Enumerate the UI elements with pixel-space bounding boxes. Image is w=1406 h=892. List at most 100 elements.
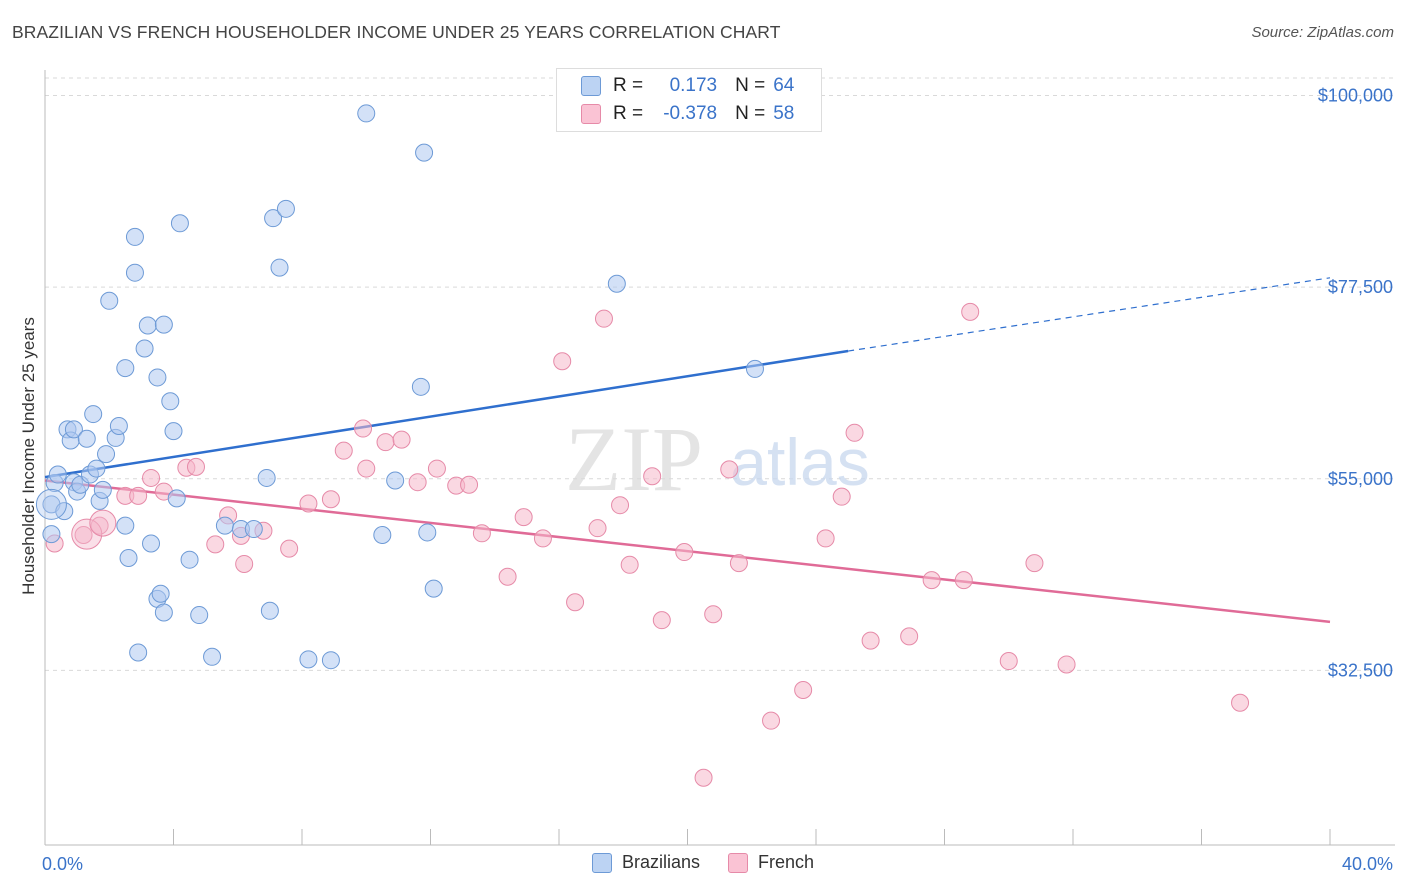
brazilian-point xyxy=(116,359,135,378)
french-point xyxy=(142,468,161,487)
brazilian-point xyxy=(299,650,318,669)
french-point xyxy=(652,611,671,630)
n-label: N = xyxy=(735,75,766,96)
brazilian-point xyxy=(257,468,276,487)
french-point xyxy=(1025,554,1044,573)
brazilian-point xyxy=(154,603,173,622)
french-point xyxy=(643,467,662,486)
french-point xyxy=(832,487,851,506)
brazilian-point xyxy=(607,274,626,293)
series-legend: Brazilians French xyxy=(0,852,1406,873)
watermark-zip: ZIP xyxy=(565,408,703,510)
x-tick-label: 40.0% xyxy=(1342,854,1393,874)
french-point xyxy=(392,430,411,449)
french-point xyxy=(235,554,254,573)
french-point xyxy=(354,419,373,438)
legend-item-french: French xyxy=(728,852,814,873)
brazilian-point xyxy=(424,579,443,598)
y-tick-label: $32,500 xyxy=(1328,660,1393,680)
french-point xyxy=(280,539,299,558)
brazilian-point xyxy=(264,209,283,228)
axes xyxy=(44,70,1395,846)
french-point xyxy=(533,529,552,548)
brazilian-point xyxy=(415,143,434,162)
brazilian-point xyxy=(161,392,180,411)
brazilian-point xyxy=(154,315,173,334)
french-point-cluster xyxy=(89,509,117,537)
brazilian-point xyxy=(276,199,295,218)
french-point xyxy=(553,352,572,371)
tick-labels: $32,500 $55,000 $77,500 $100,000 0.0% 40.0% xyxy=(42,86,1393,874)
legend-row-french: R = -0.378 N = 58 xyxy=(581,102,794,126)
french-point xyxy=(961,302,980,321)
french-point xyxy=(675,543,694,562)
brazilian-point xyxy=(215,516,234,535)
french-point xyxy=(694,768,713,787)
brazilian-point xyxy=(170,214,189,233)
french-point xyxy=(186,457,205,476)
pink-swatch xyxy=(581,104,601,124)
brazilian-point xyxy=(64,420,83,439)
chart-title: BRAZILIAN VS FRENCH HOUSEHOLDER INCOME U… xyxy=(12,22,781,42)
legend-item-brazilians: Brazilians xyxy=(591,852,700,873)
brazilian-point xyxy=(142,534,161,553)
french-point xyxy=(588,519,607,538)
blue-swatch xyxy=(591,852,612,873)
brazilian-point xyxy=(260,601,279,620)
french-point xyxy=(620,555,639,574)
brazilian-point xyxy=(84,405,103,424)
legend-label-brazilians: Brazilians xyxy=(621,852,700,872)
french-point xyxy=(999,652,1018,671)
data-points xyxy=(35,104,1250,787)
french-point xyxy=(794,681,813,699)
french-point xyxy=(611,496,630,515)
french-point xyxy=(427,459,446,478)
french-point xyxy=(954,571,973,590)
french-point xyxy=(845,423,864,442)
french-point xyxy=(816,529,835,548)
french-point xyxy=(321,490,340,509)
y-tick-label: $55,000 xyxy=(1328,469,1393,489)
x-tick-label: 0.0% xyxy=(42,854,83,874)
brazilian-point xyxy=(116,516,135,535)
brazilians-trend-extension xyxy=(848,277,1331,352)
french-point xyxy=(1057,655,1076,674)
brazilian-point xyxy=(180,550,199,569)
french-point xyxy=(566,593,585,612)
source-label: Source: ZipAtlas.com xyxy=(1251,24,1394,41)
n-value: 64 xyxy=(773,75,795,96)
r-value: 0.173 xyxy=(669,75,718,96)
brazilian-point xyxy=(93,480,112,499)
brazilian-point xyxy=(203,647,222,666)
french-point xyxy=(922,571,941,590)
brazilians-trend-line xyxy=(44,349,849,479)
brazilian-point xyxy=(411,377,430,396)
french-point xyxy=(861,631,880,650)
brazilian-point xyxy=(745,359,764,378)
french-point xyxy=(472,524,491,543)
brazilian-point xyxy=(164,422,183,441)
french-point xyxy=(704,605,723,624)
brazilian-point xyxy=(418,523,437,542)
watermark-atlas: atlas xyxy=(730,425,869,499)
brazilian-point xyxy=(77,429,96,448)
r-value: -0.378 xyxy=(663,103,718,124)
brazilian-point xyxy=(109,416,128,435)
french-point xyxy=(594,309,613,328)
brazilian-point xyxy=(373,526,392,544)
french-point-cluster xyxy=(71,518,103,550)
n-value: 58 xyxy=(773,103,795,124)
brazilian-point xyxy=(167,489,186,508)
french-point xyxy=(299,494,318,513)
pink-swatch xyxy=(728,852,748,873)
french-point xyxy=(900,627,919,646)
french-point xyxy=(460,475,479,494)
french-point xyxy=(514,508,533,527)
brazilian-point xyxy=(138,316,157,335)
blue-swatch xyxy=(581,76,601,96)
brazilian-point xyxy=(148,368,167,387)
brazilian-point-cluster xyxy=(35,488,67,520)
brazilian-point xyxy=(125,227,144,246)
brazilian-point xyxy=(244,520,263,539)
